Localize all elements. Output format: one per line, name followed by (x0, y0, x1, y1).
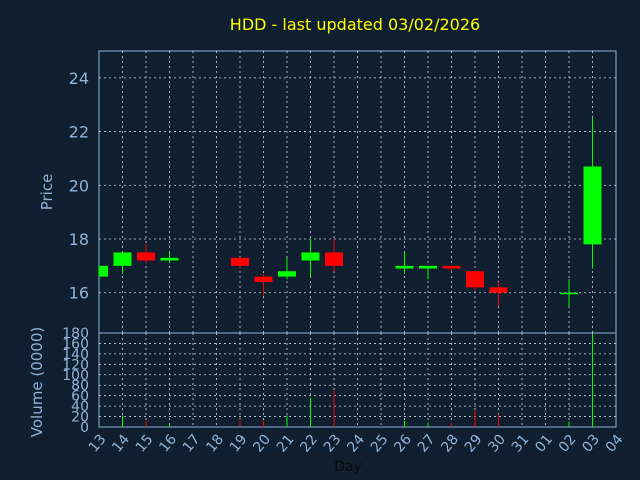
volume-tick-label: 120 (62, 357, 89, 373)
price-axis-label: Price (38, 174, 56, 211)
candle (254, 273, 273, 296)
x-tick-label: 21 (274, 432, 298, 456)
candle (442, 265, 461, 272)
candle-body (137, 252, 155, 261)
x-tick-label: 16 (156, 432, 180, 456)
price-tick-label: 16 (69, 284, 89, 303)
candle-body (231, 257, 249, 266)
candle-body (466, 271, 484, 288)
chart-title: HDD - last updated 03/02/2026 (230, 15, 480, 34)
x-tick-label: 25 (368, 432, 392, 456)
volume-tick-label: 180 (62, 326, 89, 342)
candle (301, 239, 320, 277)
volume-tick-label: 160 (62, 336, 89, 352)
x-tick-label: 24 (344, 432, 368, 456)
candle (160, 252, 179, 264)
candle-body (442, 265, 461, 269)
x-tick-label: 30 (485, 432, 509, 456)
candle-body (419, 265, 437, 269)
x-tick-label: 28 (438, 432, 462, 456)
candle (278, 257, 296, 280)
volume-panel: 13 14 15 16 17 18 19 20 21 22 23 24 25 26 27 28 29 30 31 01… (62, 326, 626, 456)
candle-body (254, 276, 273, 282)
x-tick-label: 14 (109, 432, 133, 456)
volume-tick-label: 80 (71, 378, 89, 394)
volume-tick-label: 100 (62, 368, 89, 384)
volume-axis-label: Volume (0000) (28, 327, 46, 437)
price-tick-label: 20 (69, 176, 89, 195)
candle-body (301, 252, 320, 261)
price-tick-label: 22 (69, 123, 89, 142)
candle (560, 279, 578, 307)
price-tick-label: 18 (69, 230, 89, 249)
volume-tick-label: 60 (71, 389, 89, 405)
candle (325, 239, 343, 272)
x-tick-label: 27 (415, 432, 439, 456)
candle-body (489, 287, 508, 293)
candle-body (560, 292, 578, 295)
x-tick-label: 13 (86, 432, 110, 456)
candle-body (395, 265, 414, 269)
candle-body (160, 257, 179, 261)
x-tick-label: 23 (321, 432, 345, 456)
candle (466, 271, 484, 291)
x-tick-label: 18 (203, 432, 227, 456)
x-tick-label: 03 (579, 432, 603, 456)
x-tick-label: 20 (250, 432, 274, 456)
candle (113, 252, 132, 274)
candle-body (278, 271, 296, 277)
volume-tick-label: 140 (62, 347, 89, 363)
candle (419, 265, 437, 280)
x-tick-label: 17 (180, 432, 204, 456)
candle-body (325, 252, 343, 266)
candle (489, 281, 508, 307)
x-tick-label: 31 (509, 432, 533, 456)
x-tick-label: 02 (556, 432, 580, 456)
x-axis-label: Day (334, 459, 362, 475)
candle (583, 118, 602, 269)
candle-body (99, 265, 108, 277)
x-tick-label: 22 (297, 432, 321, 456)
volume-tick-label: 20 (71, 410, 89, 426)
price-panel: 16 18 20 22 24 (69, 50, 617, 334)
candle (98, 265, 108, 277)
candle (395, 252, 414, 274)
x-tick-label: 29 (462, 432, 486, 456)
price-tick-label: 24 (69, 69, 89, 88)
volume-tick-label: 0 (80, 420, 89, 436)
candle (231, 257, 249, 269)
x-tick-label: 01 (532, 432, 556, 456)
x-tick-label: 19 (227, 432, 251, 456)
volume-tick-label: 40 (71, 399, 89, 415)
candle-body (583, 166, 602, 245)
candle-body (113, 252, 132, 266)
candle (137, 244, 155, 264)
x-tick-label: 15 (133, 432, 157, 456)
x-tick-label: 04 (603, 432, 627, 456)
x-tick-label: 26 (391, 432, 415, 456)
